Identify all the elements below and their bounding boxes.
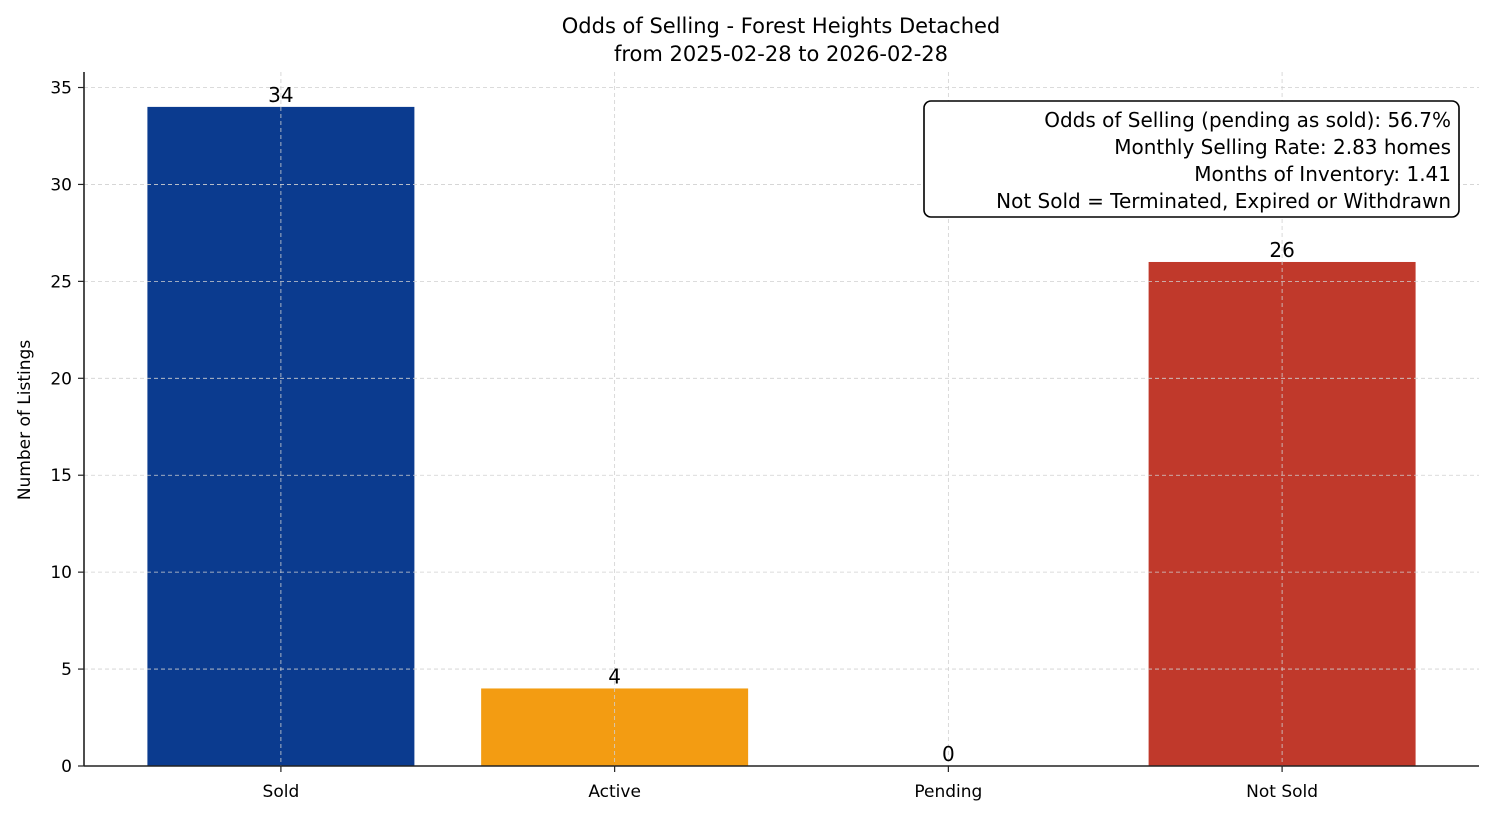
- data-label: 26: [1269, 238, 1294, 262]
- y-axis-label: Number of Listings: [15, 340, 35, 500]
- annotation-line: Monthly Selling Rate: 2.83 homes: [1114, 135, 1451, 159]
- y-tick-label: 0: [61, 757, 72, 777]
- y-tick-label: 10: [50, 563, 72, 583]
- annotation-line: Odds of Selling (pending as sold): 56.7%: [1044, 108, 1451, 132]
- axes: 0 5 10 15 20 25 30 35 Sold Active Pending Not Sold: [50, 72, 1479, 802]
- y-tick-label: 20: [50, 369, 72, 389]
- x-tick-label: Not Sold: [1246, 782, 1318, 802]
- chart-title: Odds of Selling - Forest Heights Detache…: [562, 14, 1001, 38]
- x-tick-label: Active: [588, 782, 641, 802]
- x-tick-label: Pending: [914, 782, 982, 802]
- y-tick-label: 25: [50, 272, 72, 292]
- annotation-frame: [923, 100, 1460, 218]
- x-tick-label: Sold: [263, 782, 300, 802]
- y-tick-label: 5: [61, 660, 72, 680]
- y-tick-label: 30: [50, 175, 72, 195]
- bars: [147, 106, 1416, 766]
- annotation-line: Not Sold = Terminated, Expired or Withdr…: [996, 189, 1451, 213]
- data-labels: 34 4 0 26: [268, 83, 1295, 766]
- annotation-box: Odds of Selling (pending as sold): 56.7%…: [923, 100, 1460, 218]
- y-tick-label: 15: [50, 466, 72, 486]
- data-label: 0: [942, 742, 955, 766]
- data-label: 34: [268, 83, 293, 107]
- annotation-line: Months of Inventory: 1.41: [1194, 162, 1451, 186]
- data-label: 4: [608, 664, 621, 688]
- y-tick-label: 35: [50, 79, 72, 99]
- chart-subtitle: from 2025-02-28 to 2026-02-28: [614, 42, 948, 66]
